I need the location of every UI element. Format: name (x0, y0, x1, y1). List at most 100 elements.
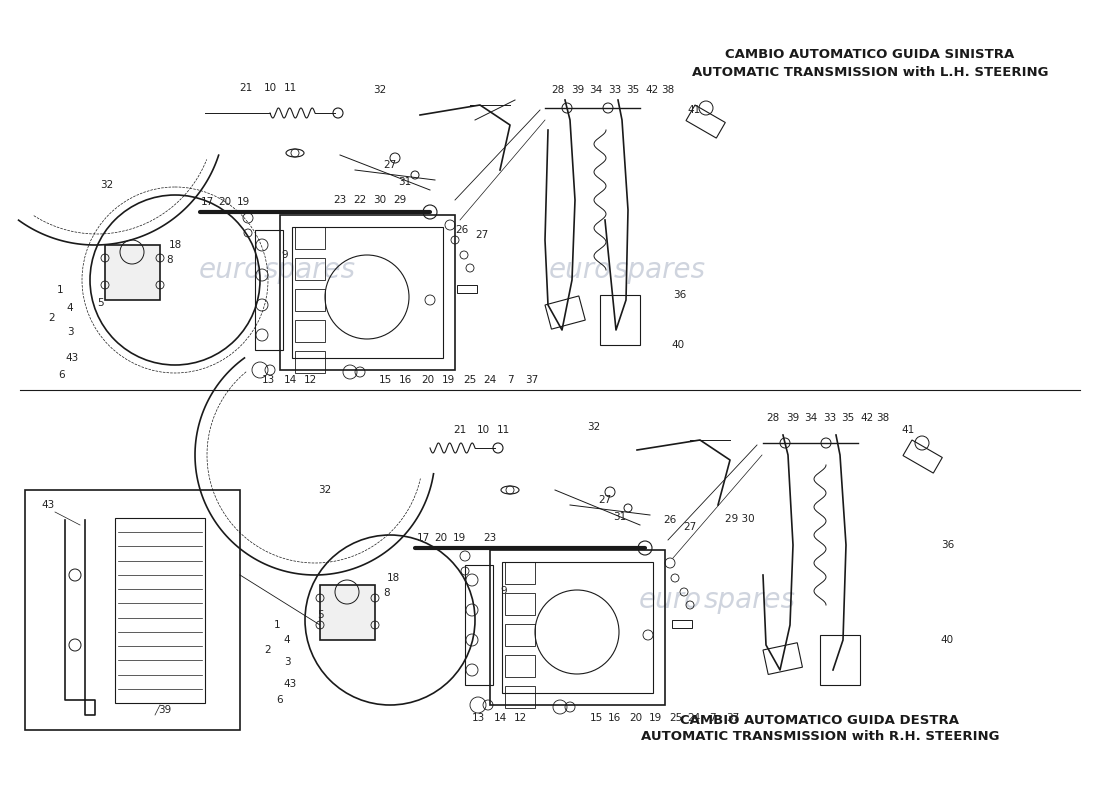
Text: 24: 24 (483, 375, 496, 385)
Text: 31: 31 (614, 512, 627, 522)
Text: 38: 38 (877, 413, 890, 423)
Text: 33: 33 (608, 85, 622, 95)
Text: 29 30: 29 30 (725, 514, 755, 524)
Text: 22: 22 (353, 195, 366, 205)
Text: 2: 2 (265, 645, 272, 655)
Text: 10: 10 (263, 83, 276, 93)
Text: 20: 20 (421, 375, 434, 385)
Text: 12: 12 (514, 713, 527, 723)
Bar (104, 245, 160, 300)
Text: spares: spares (614, 256, 706, 284)
Text: 5: 5 (97, 298, 103, 308)
Text: 13: 13 (262, 375, 275, 385)
Text: 15: 15 (378, 375, 392, 385)
Text: 15: 15 (590, 713, 603, 723)
Bar (295, 320, 324, 342)
Text: 10: 10 (476, 425, 490, 435)
Text: 43: 43 (65, 353, 78, 363)
Text: 17: 17 (200, 197, 213, 207)
Text: 6: 6 (58, 370, 65, 380)
Bar (292, 227, 443, 358)
Bar (255, 230, 283, 350)
Text: 7: 7 (507, 375, 514, 385)
Text: 1: 1 (274, 620, 280, 630)
Text: 1: 1 (57, 285, 64, 295)
Text: 19: 19 (452, 533, 465, 543)
Text: euro: euro (198, 256, 262, 284)
Text: 42: 42 (646, 85, 659, 95)
Bar (763, 642, 802, 674)
Text: 18: 18 (168, 240, 182, 250)
Text: CAMBIO AUTOMATICO GUIDA DESTRA: CAMBIO AUTOMATICO GUIDA DESTRA (681, 714, 959, 726)
Text: spares: spares (704, 586, 796, 614)
Bar (505, 624, 535, 646)
Bar (320, 585, 375, 640)
Text: 6: 6 (277, 695, 284, 705)
Bar (903, 440, 943, 473)
Text: 16: 16 (398, 375, 411, 385)
Bar (295, 289, 324, 311)
Text: 32: 32 (318, 485, 331, 495)
Text: 20: 20 (219, 197, 232, 207)
Text: 3: 3 (284, 657, 290, 667)
Bar (25, 490, 240, 730)
Text: 34: 34 (590, 85, 603, 95)
Bar (295, 351, 324, 373)
Text: 25: 25 (463, 375, 476, 385)
Text: 8: 8 (384, 588, 390, 598)
Text: 4: 4 (67, 303, 74, 313)
Text: 26: 26 (455, 225, 469, 235)
Text: 2: 2 (48, 313, 55, 323)
Text: 41: 41 (901, 425, 914, 435)
Bar (505, 593, 535, 615)
Text: AUTOMATIC TRANSMISSION with R.H. STEERING: AUTOMATIC TRANSMISSION with R.H. STEERIN… (640, 730, 999, 743)
Bar (465, 565, 493, 685)
Text: 4: 4 (284, 635, 290, 645)
Text: 33: 33 (824, 413, 837, 423)
Bar (456, 285, 477, 293)
Bar (672, 620, 692, 628)
Text: 42: 42 (860, 413, 873, 423)
Text: 19: 19 (441, 375, 454, 385)
Text: 18: 18 (386, 573, 399, 583)
Text: 43: 43 (42, 500, 55, 510)
Text: 40: 40 (940, 635, 954, 645)
Text: 12: 12 (304, 375, 317, 385)
Text: 20: 20 (434, 533, 448, 543)
Text: 35: 35 (842, 413, 855, 423)
Text: 27: 27 (384, 160, 397, 170)
Bar (280, 215, 455, 370)
Text: euro: euro (638, 586, 702, 614)
Text: 39: 39 (158, 705, 172, 715)
Text: 25: 25 (670, 713, 683, 723)
Text: 27: 27 (598, 495, 612, 505)
Bar (116, 518, 205, 703)
Text: 11: 11 (496, 425, 509, 435)
Text: AUTOMATIC TRANSMISSION with L.H. STEERING: AUTOMATIC TRANSMISSION with L.H. STEERIN… (692, 66, 1048, 78)
Text: 36: 36 (673, 290, 686, 300)
Bar (820, 635, 860, 685)
Text: 11: 11 (284, 83, 297, 93)
Text: 20: 20 (629, 713, 642, 723)
Text: 32: 32 (100, 180, 113, 190)
Text: 27: 27 (683, 522, 696, 532)
Bar (505, 562, 535, 584)
Text: CAMBIO AUTOMATICO GUIDA SINISTRA: CAMBIO AUTOMATICO GUIDA SINISTRA (725, 49, 1014, 62)
Text: 29: 29 (394, 195, 407, 205)
Bar (295, 227, 324, 249)
Text: spares: spares (264, 256, 356, 284)
Text: 27: 27 (475, 230, 488, 240)
Text: 19: 19 (648, 713, 661, 723)
Bar (502, 562, 653, 693)
Bar (295, 258, 324, 280)
Text: 23: 23 (333, 195, 346, 205)
Text: 36: 36 (942, 540, 955, 550)
Text: 5: 5 (317, 610, 323, 620)
Text: 13: 13 (472, 713, 485, 723)
Text: 41: 41 (688, 105, 701, 115)
Text: euro: euro (549, 256, 612, 284)
Text: 3: 3 (67, 327, 74, 337)
Text: 14: 14 (494, 713, 507, 723)
Text: 21: 21 (453, 425, 466, 435)
Text: 26: 26 (663, 515, 676, 525)
